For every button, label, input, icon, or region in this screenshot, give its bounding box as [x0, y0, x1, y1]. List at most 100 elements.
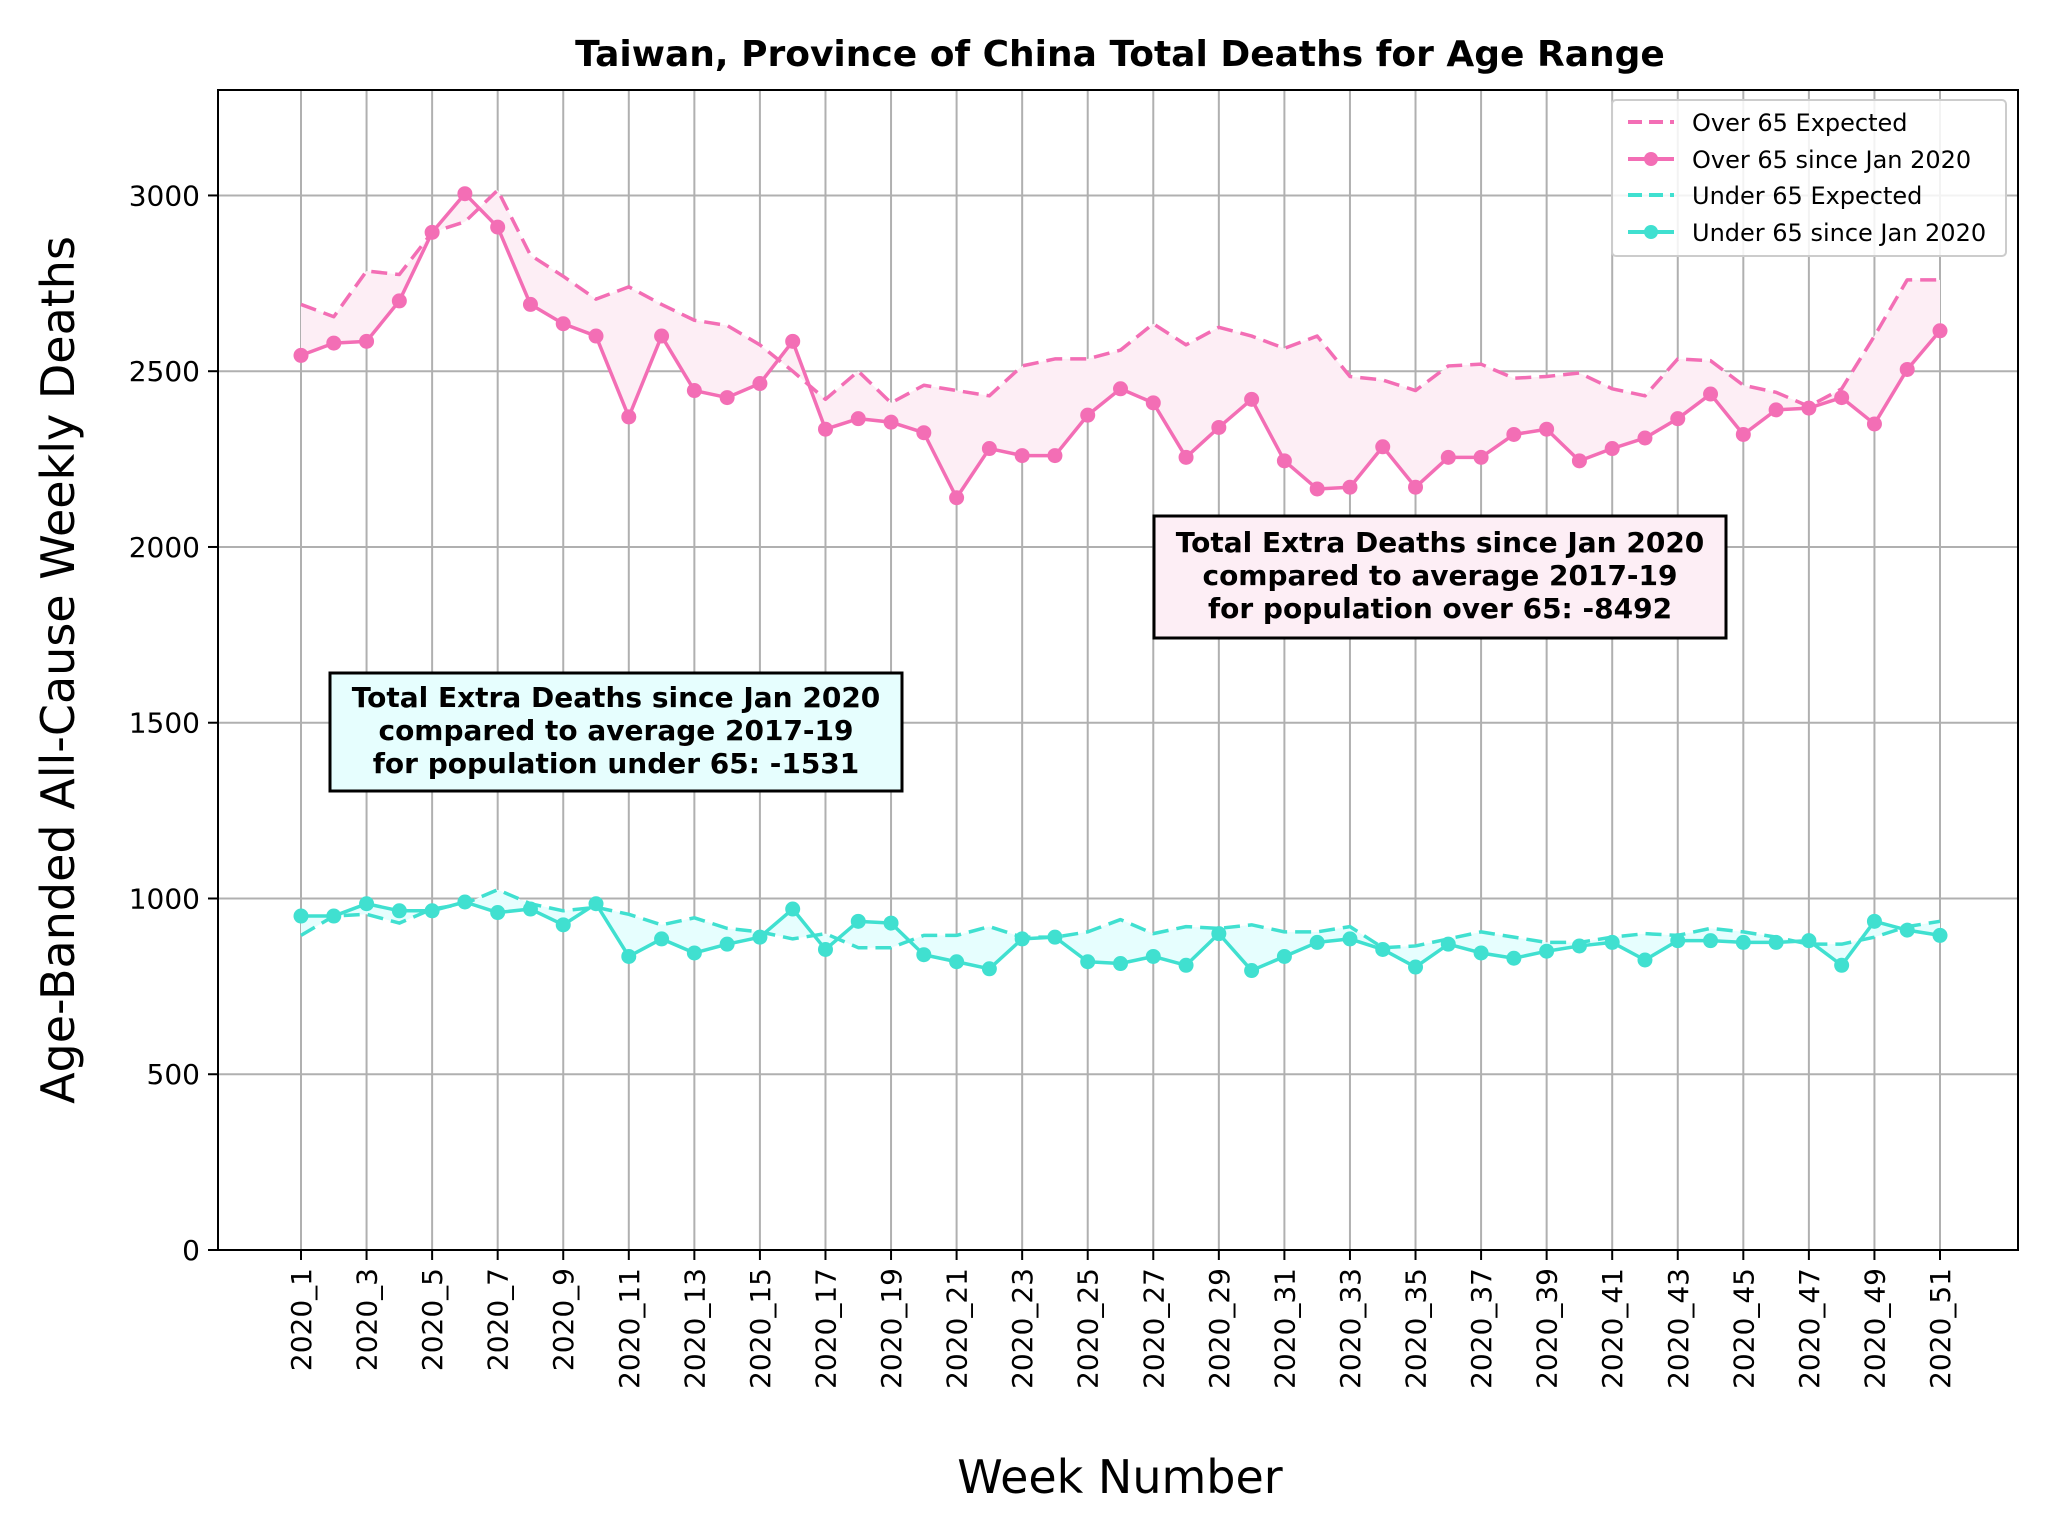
annotation-over-65-box [1152, 514, 1728, 640]
point-over-65-since-jan-2020-2020-26 [1113, 381, 1128, 397]
point-under-65-since-jan-2020-2020-41 [1604, 934, 1620, 950]
point-over-65-since-jan-2020-2020-48 [1834, 390, 1850, 406]
point-over-65-since-jan-2020-2020-42 [1637, 430, 1653, 446]
x-tick-label-2020-51: 2020_51 [1924, 1268, 1957, 1389]
point-under-65-since-jan-2020-2020-28 [1178, 957, 1194, 973]
x-tick-label-2020-1: 2020_1 [285, 1268, 318, 1371]
point-under-65-since-jan-2020-2020-11 [621, 948, 637, 964]
point-under-65-since-jan-2020-2020-24 [1047, 929, 1063, 945]
point-over-65-since-jan-2020-2020-41 [1604, 441, 1620, 457]
y-tick-label-2500: 2500 [129, 355, 200, 388]
series-line-under-65-expected [300, 887, 1941, 950]
series-line-over-65-expected [300, 188, 1940, 409]
point-under-65-since-jan-2020-2020-21 [949, 954, 965, 970]
point-over-65-since-jan-2020-2020-51 [1932, 323, 1948, 339]
point-over-65-since-jan-2020-2020-35 [1408, 479, 1424, 495]
x-tick-label-2020-27: 2020_27 [1137, 1268, 1170, 1389]
legend-item-under-65-since-jan-2020: Under 65 since Jan 2020 [1628, 219, 1986, 247]
point-over-65-since-jan-2020-2020-24 [1047, 448, 1063, 464]
legend-item-over-65-expected: Over 65 Expected [1628, 109, 1908, 137]
point-over-65-since-jan-2020-2020-47 [1801, 400, 1817, 416]
y-axis-label: Age-Banded All-Cause Weekly Deaths [31, 236, 85, 1104]
point-under-65-since-jan-2020-2020-40 [1571, 938, 1587, 954]
point-under-65-since-jan-2020-2020-46 [1768, 934, 1784, 950]
point-under-65-since-jan-2020-2020-45 [1735, 934, 1751, 950]
annotation-over-65-line-2: compared to average 2017-19 [1202, 559, 1677, 592]
point-under-65-since-jan-2020-2020-9 [555, 917, 571, 933]
point-over-65-since-jan-2020-2020-44 [1703, 386, 1719, 402]
point-under-65-since-jan-2020-2020-6 [457, 894, 473, 910]
x-tick-label-2020-37: 2020_37 [1465, 1268, 1498, 1389]
point-over-65-since-jan-2020-2020-28 [1178, 449, 1194, 465]
annotation-under-65-box [328, 671, 904, 793]
point-over-65-since-jan-2020-2020-21 [949, 490, 965, 506]
point-under-65-since-jan-2020-2020-3 [359, 896, 375, 912]
y-tick-label-0: 0 [182, 1234, 200, 1267]
fill-between-over-65-since-jan-2020 [301, 190, 1940, 498]
point-under-65-since-jan-2020-2020-12 [654, 931, 670, 947]
point-under-65-since-jan-2020-2020-36 [1440, 936, 1456, 952]
point-over-65-since-jan-2020-2020-7 [490, 219, 506, 235]
x-tick-label-2020-31: 2020_31 [1268, 1268, 1301, 1389]
x-tick-label-2020-5: 2020_5 [416, 1268, 449, 1371]
point-under-65-since-jan-2020-2020-37 [1473, 945, 1489, 961]
x-tick-label-2020-39: 2020_39 [1531, 1268, 1564, 1389]
fill-between-under-65-since-jan-2020 [301, 889, 1940, 971]
point-under-65-since-jan-2020-2020-51 [1932, 927, 1948, 943]
point-under-65-since-jan-2020-2020-48 [1834, 957, 1850, 973]
point-over-65-since-jan-2020-2020-37 [1473, 449, 1489, 465]
point-over-65-since-jan-2020-2020-29 [1211, 419, 1227, 435]
point-under-65-since-jan-2020-2020-1 [293, 908, 309, 924]
point-under-65-since-jan-2020-2020-33 [1342, 931, 1358, 947]
point-over-65-since-jan-2020-2020-27 [1145, 395, 1161, 411]
y-tick-label-1000: 1000 [129, 882, 200, 915]
point-over-65-since-jan-2020-2020-11 [621, 409, 637, 425]
x-axis-ticks: 2020_1 2020_3 2020_5 2020_7 2020_9 2020_11 202… [285, 1250, 1957, 1389]
x-axis-label: Week Number [957, 1450, 1283, 1504]
annotation-over-65: Total Extra Deaths since Jan 2020 compar… [1152, 514, 1728, 640]
point-over-65-since-jan-2020-2020-32 [1309, 481, 1325, 497]
point-under-65-since-jan-2020-2020-5 [424, 903, 440, 919]
point-under-65-since-jan-2020-2020-17 [817, 941, 833, 957]
chart-title: Taiwan, Province of China Total Deaths f… [575, 34, 1665, 75]
x-tick-label-2020-23: 2020_23 [1006, 1268, 1039, 1389]
point-over-65-since-jan-2020-2020-18 [850, 411, 866, 427]
point-over-65-since-jan-2020-2020-9 [555, 316, 571, 332]
point-under-65-since-jan-2020-2020-39 [1539, 943, 1555, 959]
point-under-65-since-jan-2020-2020-13 [686, 945, 702, 961]
point-over-65-since-jan-2020-2020-20 [916, 425, 932, 441]
point-over-65-since-jan-2020-2020-31 [1276, 453, 1292, 469]
point-over-65-since-jan-2020-2020-50 [1899, 361, 1915, 377]
point-over-65-since-jan-2020-2020-23 [1014, 448, 1030, 464]
x-tick-label-2020-47: 2020_47 [1793, 1268, 1826, 1389]
point-under-65-since-jan-2020-2020-43 [1670, 933, 1686, 949]
point-under-65-since-jan-2020-2020-20 [916, 947, 932, 963]
point-over-65-since-jan-2020-2020-43 [1670, 411, 1686, 427]
point-under-65-since-jan-2020-2020-42 [1637, 952, 1653, 968]
x-tick-label-2020-41: 2020_41 [1596, 1268, 1629, 1389]
legend-item-over-65-since-jan-2020: Over 65 since Jan 2020 [1628, 146, 1971, 174]
point-under-65-since-jan-2020-2020-25 [1080, 954, 1096, 970]
point-under-65-since-jan-2020-2020-34 [1375, 941, 1391, 957]
x-tick-label-2020-33: 2020_33 [1334, 1268, 1367, 1389]
legend: Over 65 Expected Over 65 since Jan 2020 … [1611, 99, 2007, 257]
point-over-65-since-jan-2020-2020-38 [1506, 426, 1522, 442]
point-over-65-since-jan-2020-2020-33 [1342, 479, 1358, 495]
point-under-65-since-jan-2020-2020-29 [1211, 926, 1227, 942]
point-over-65-since-jan-2020-2020-34 [1375, 439, 1391, 455]
point-under-65-since-jan-2020-2020-8 [522, 901, 538, 917]
point-over-65-since-jan-2020-2020-14 [719, 390, 735, 406]
point-under-65-since-jan-2020-2020-7 [490, 905, 506, 921]
difference-fills [301, 190, 1940, 971]
point-over-65-since-jan-2020-2020-39 [1539, 421, 1555, 437]
annotation-over-65-line-3: for population over 65: -8492 [1208, 592, 1672, 625]
point-over-65-since-jan-2020-2020-12 [654, 328, 670, 344]
point-over-65-since-jan-2020-2020-16 [785, 333, 801, 349]
point-over-65-since-jan-2020-2020-40 [1571, 453, 1587, 469]
point-over-65-since-jan-2020-2020-17 [817, 421, 833, 437]
point-under-65-since-jan-2020-2020-23 [1014, 931, 1030, 947]
point-under-65-since-jan-2020-2020-32 [1309, 934, 1325, 950]
legend-item-under-65-expected: Under 65 Expected [1628, 182, 1922, 210]
point-under-65-since-jan-2020-2020-15 [752, 929, 768, 945]
x-tick-label-2020-35: 2020_35 [1400, 1268, 1433, 1389]
